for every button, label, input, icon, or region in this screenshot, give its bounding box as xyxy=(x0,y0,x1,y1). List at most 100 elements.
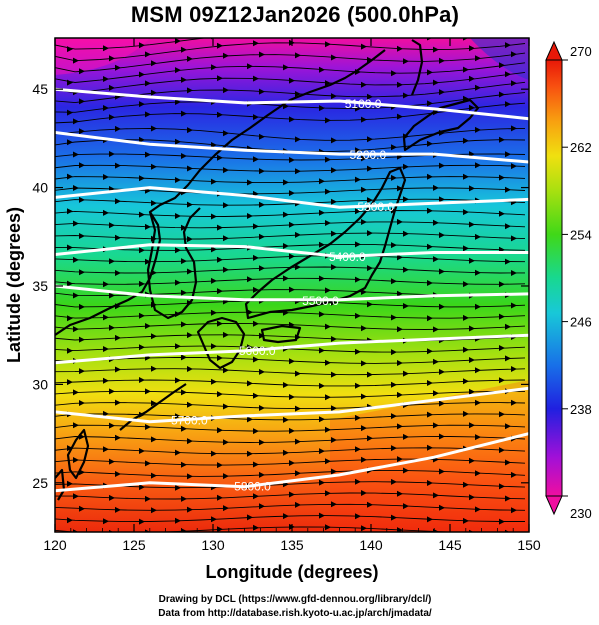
wind-arrow xyxy=(67,379,73,386)
wind-arrow xyxy=(247,213,253,219)
wind-arrow xyxy=(505,151,511,158)
wind-arrow xyxy=(67,244,73,251)
wind-arrow xyxy=(145,111,151,118)
wind-arrow xyxy=(397,45,403,52)
wind-arrow xyxy=(103,446,109,453)
wind-arrow xyxy=(79,162,85,169)
wind-arrow xyxy=(427,444,433,451)
wind-arrow xyxy=(211,64,217,71)
wind-arrow xyxy=(433,358,439,365)
wind-arrow xyxy=(463,346,469,353)
wind-arrow xyxy=(475,506,481,513)
streamline xyxy=(55,232,526,240)
wind-arrow xyxy=(175,138,181,145)
y-axis-title: Latitude (degrees) xyxy=(4,207,24,363)
wind-arrow xyxy=(331,230,337,237)
wind-arrow xyxy=(103,518,109,525)
wind-arrow xyxy=(355,513,361,520)
wind-arrow xyxy=(295,470,301,477)
wind-arrow xyxy=(109,222,115,229)
wind-arrow xyxy=(253,286,259,293)
wind-arrow xyxy=(145,424,151,430)
wind-arrow xyxy=(403,196,409,203)
wind-arrow xyxy=(511,366,517,372)
wind-arrow xyxy=(475,303,481,310)
wind-arrow xyxy=(139,211,145,218)
wind-arrow xyxy=(217,256,223,263)
wind-arrow xyxy=(469,75,475,82)
wind-arrow xyxy=(187,268,193,275)
wind-arrow xyxy=(331,405,337,412)
wind-arrow xyxy=(319,105,325,112)
wind-arrow xyxy=(259,471,265,478)
wind-arrow xyxy=(463,66,469,73)
wind-arrow xyxy=(73,326,79,333)
wind-arrow xyxy=(115,270,121,276)
wind-arrow xyxy=(433,492,439,499)
wind-arrow xyxy=(469,494,475,501)
wind-arrow xyxy=(355,30,361,36)
wind-arrow xyxy=(217,355,223,361)
wind-arrow xyxy=(283,243,289,249)
wind-arrow xyxy=(145,460,151,467)
wind-arrow xyxy=(253,156,259,163)
wind-arrow xyxy=(439,368,445,375)
streamline xyxy=(55,266,526,274)
wind-arrow xyxy=(73,457,79,463)
wind-arrow xyxy=(391,278,397,285)
wind-arrow xyxy=(79,336,85,343)
wind-arrow xyxy=(295,501,301,508)
wind-arrow xyxy=(187,401,193,408)
wind-arrow xyxy=(325,220,331,226)
colorbar-min-arrow xyxy=(545,495,563,516)
axes: 120 125 130 135 140 145 150 25 30 35 40 45 xyxy=(32,38,541,553)
wind-arrow xyxy=(499,411,505,418)
wind-arrow xyxy=(355,446,361,453)
wind-arrow xyxy=(319,66,325,73)
wind-arrow xyxy=(295,168,301,175)
streamline xyxy=(55,356,526,364)
wind-arrow xyxy=(103,45,109,52)
streamline xyxy=(55,164,526,172)
wind-arrow xyxy=(295,370,301,377)
wind-arrow xyxy=(289,286,295,293)
wind-arrow xyxy=(355,208,361,215)
wind-arrow xyxy=(223,266,229,273)
wind-arrow xyxy=(397,290,403,297)
wind-arrow xyxy=(355,312,361,319)
wind-arrow xyxy=(187,165,193,172)
wind-arrow xyxy=(391,242,397,249)
streamline xyxy=(55,368,526,376)
wind-arrow xyxy=(67,517,73,524)
wind-arrow xyxy=(427,173,433,180)
wind-arrow xyxy=(469,221,475,228)
wind-arrow xyxy=(217,111,223,118)
wind-arrow xyxy=(187,201,193,208)
wind-arrow xyxy=(289,394,295,400)
wind-arrow xyxy=(361,525,367,532)
wind-arrow xyxy=(295,136,301,143)
wind-arrow xyxy=(403,230,409,237)
contour-label: 5700.0 xyxy=(171,413,208,427)
wind-arrow xyxy=(319,416,325,423)
wind-arrow xyxy=(145,151,151,158)
streamline xyxy=(55,127,526,141)
wind-arrow xyxy=(427,280,433,286)
colorbar-tick-label: 262 xyxy=(570,140,592,155)
streamline xyxy=(55,458,526,466)
wind-arrow xyxy=(181,495,187,502)
contour-line xyxy=(55,186,529,209)
wind-arrow xyxy=(505,223,511,230)
wind-arrow xyxy=(109,388,115,395)
wind-arrow xyxy=(427,411,433,418)
contour-label: 5300.0 xyxy=(357,200,394,214)
height-contours: 5100.0 5200.0 5300.0 5400.0 5500.0 5600.0 5700… xyxy=(55,87,529,494)
wind-arrow xyxy=(295,405,301,412)
wind-arrow xyxy=(181,389,187,396)
wind-arrow xyxy=(403,370,409,377)
wind-arrow xyxy=(283,275,289,282)
wind-arrow xyxy=(433,422,439,429)
wind-arrow xyxy=(217,154,223,161)
y-tick-label: 45 xyxy=(32,81,48,97)
wind-arrow xyxy=(211,277,217,284)
